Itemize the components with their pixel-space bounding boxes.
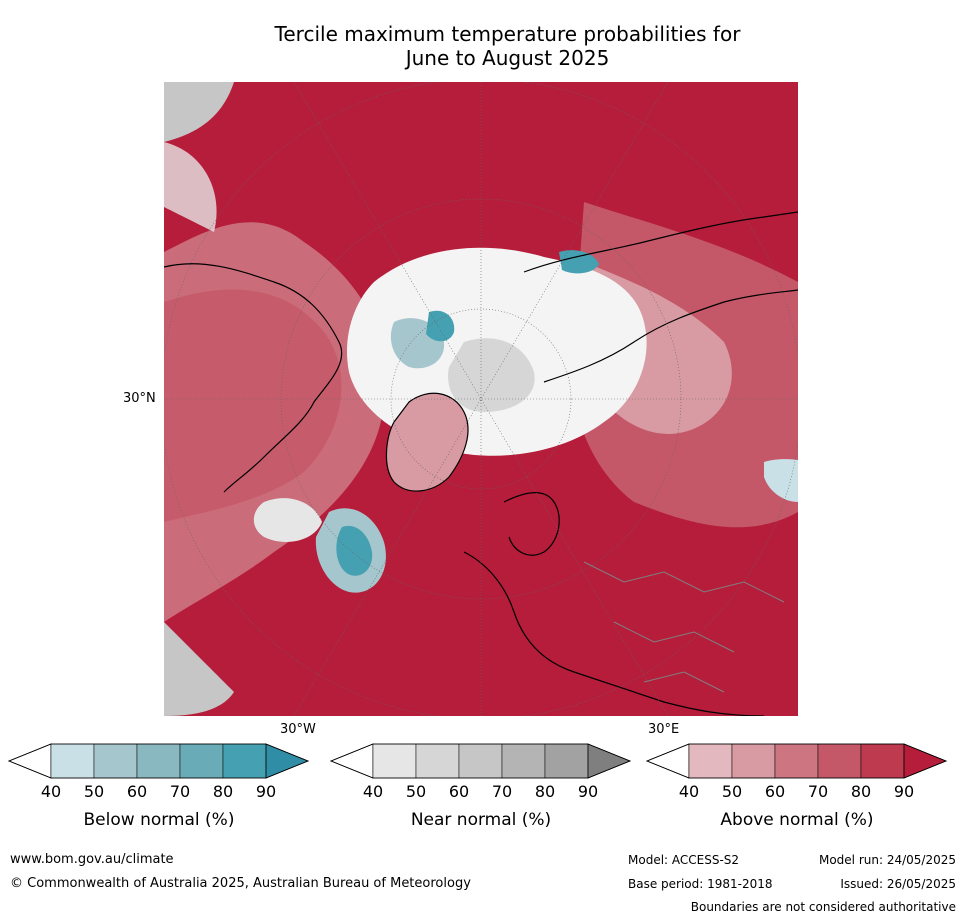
probability-map: [164, 82, 798, 716]
colorbar-above-normal-extend-high: [903, 743, 948, 779]
title-line-1: Tercile maximum temperature probabilitie…: [274, 22, 741, 46]
colorbar-above-normal-tick-label: 90: [893, 782, 915, 801]
colorbar-above-normal-segment: [860, 743, 905, 779]
near-normal-50-patch: [448, 338, 535, 412]
colorbar-below-normal-extend-high: [265, 743, 310, 779]
country-borders: [583, 561, 785, 693]
map-title: Tercile maximum temperature probabilitie…: [0, 22, 965, 70]
colorbar-near-normal-graphic: [329, 743, 632, 779]
colorbar-near-normal-extend-high: [587, 743, 632, 779]
coastline-europe: [463, 551, 765, 716]
colorbar-below-normal-segment: [179, 743, 224, 779]
below-normal-patch-arctic-2: [426, 310, 455, 342]
coastline-siberia: [523, 211, 798, 273]
colorbar-below-normal-title: Below normal (%): [83, 810, 235, 830]
colorbar-above-normal: Above normal (%) 40 50 60 70 80 90: [645, 743, 948, 844]
footer-disclaimer: Boundaries are not considered authoritat…: [690, 900, 956, 914]
colorbar-above-normal-tick-label: 50: [721, 782, 743, 801]
footer-issued: Issued: 26/05/2025: [840, 877, 956, 891]
colorbar-near-normal-segment: [501, 743, 546, 779]
near-normal-patch-east: [764, 459, 798, 502]
title-line-2: June to August 2025: [405, 46, 610, 70]
footer-url: www.bom.gov.au/climate: [10, 852, 174, 867]
colorbar-near-normal-segment: [544, 743, 589, 779]
colorbar-below-normal-tick-label: 80: [212, 782, 234, 801]
colorbar-below-normal-tick-label: 50: [83, 782, 105, 801]
colorbar-above-normal-segment: [774, 743, 819, 779]
colorbar-near-normal-outline: [329, 743, 632, 779]
colorbar-below-normal-tick-label: 40: [40, 782, 62, 801]
colorbar-above-normal-title: Above normal (%): [720, 810, 874, 830]
near-normal-patch-nw: [164, 142, 217, 232]
longitude-label-30e: 30°E: [648, 722, 680, 737]
coastline-russia-arctic: [543, 289, 798, 383]
near-normal-patch-corner-2: [164, 622, 234, 716]
footer-copyright: © Commonwealth of Australia 2025, Austra…: [10, 876, 471, 891]
footer-base-period: Base period: 1981-2018: [628, 877, 773, 891]
colorbar-near-normal-tick-label: 50: [405, 782, 427, 801]
colorbar-near-normal-title: Near normal (%): [410, 810, 552, 830]
colorbar-above-normal-tick-label: 80: [850, 782, 872, 801]
colorbar-above-normal-segment: [731, 743, 776, 779]
colorbar-above-normal-tick-label: 70: [807, 782, 829, 801]
colorbar-above-normal-segment: [817, 743, 862, 779]
colorbar-above-normal-outline: [645, 743, 948, 779]
above-normal-70-zone-west: [164, 289, 342, 522]
colorbar-below-normal-tick-label: 90: [255, 782, 277, 801]
below-normal-patch-atlantic-core: [336, 525, 373, 576]
colorbar-below-normal-outline: [7, 743, 310, 779]
colorbar-near-normal-extend-low: [329, 743, 374, 779]
colorbar-above-normal-tick-label: 60: [764, 782, 786, 801]
coastline-north-america: [164, 263, 343, 493]
colorbar-near-normal-segment: [372, 743, 417, 779]
map-graphic: [164, 82, 798, 716]
latitude-label-30n: 30°N: [123, 391, 156, 406]
longitude-label-30w: 30°W: [280, 722, 316, 737]
colorbar-near-normal-tick-label: 40: [362, 782, 384, 801]
colorbar-below-normal-segment: [50, 743, 95, 779]
near-normal-patch-atlantic: [253, 498, 322, 542]
colorbar-near-normal-tick-label: 80: [534, 782, 556, 801]
colorbar-above-normal-tick-label: 40: [678, 782, 700, 801]
below-normal-patch-siberia: [559, 250, 599, 274]
colorbar-below-normal-graphic: [7, 743, 310, 779]
colorbar-near-normal-segment: [415, 743, 460, 779]
coastline-scandinavia: [503, 492, 560, 556]
colorbar-below-normal-segment: [93, 743, 138, 779]
colorbar-below-normal-extend-low: [7, 743, 52, 779]
colorbar-below-normal-tick-label: 70: [169, 782, 191, 801]
colorbar-above-normal-extend-low: [645, 743, 690, 779]
colorbar-near-normal-segment: [458, 743, 503, 779]
colorbar-near-normal-tick-label: 70: [491, 782, 513, 801]
graticule-circle-60: [390, 308, 572, 490]
colorbar-above-normal-segment: [688, 743, 733, 779]
colorbar-below-normal: Below normal (%) 40 50 60 70 80 90: [7, 743, 310, 844]
colorbar-near-normal-tick-label: 90: [577, 782, 599, 801]
near-normal-patch-corner: [164, 82, 234, 142]
colorbar-near-normal-tick-label: 60: [448, 782, 470, 801]
colorbar-above-normal-graphic: [645, 743, 948, 779]
colorbar-near-normal: Near normal (%) 40 50 60 70 80 90: [329, 743, 632, 844]
colorbar-below-normal-segment: [222, 743, 267, 779]
colorbar-below-normal-segment: [136, 743, 181, 779]
footer-model-run: Model run: 24/05/2025: [818, 853, 956, 867]
footer-model: Model: ACCESS-S2: [628, 853, 740, 867]
colorbar-below-normal-tick-label: 60: [126, 782, 148, 801]
